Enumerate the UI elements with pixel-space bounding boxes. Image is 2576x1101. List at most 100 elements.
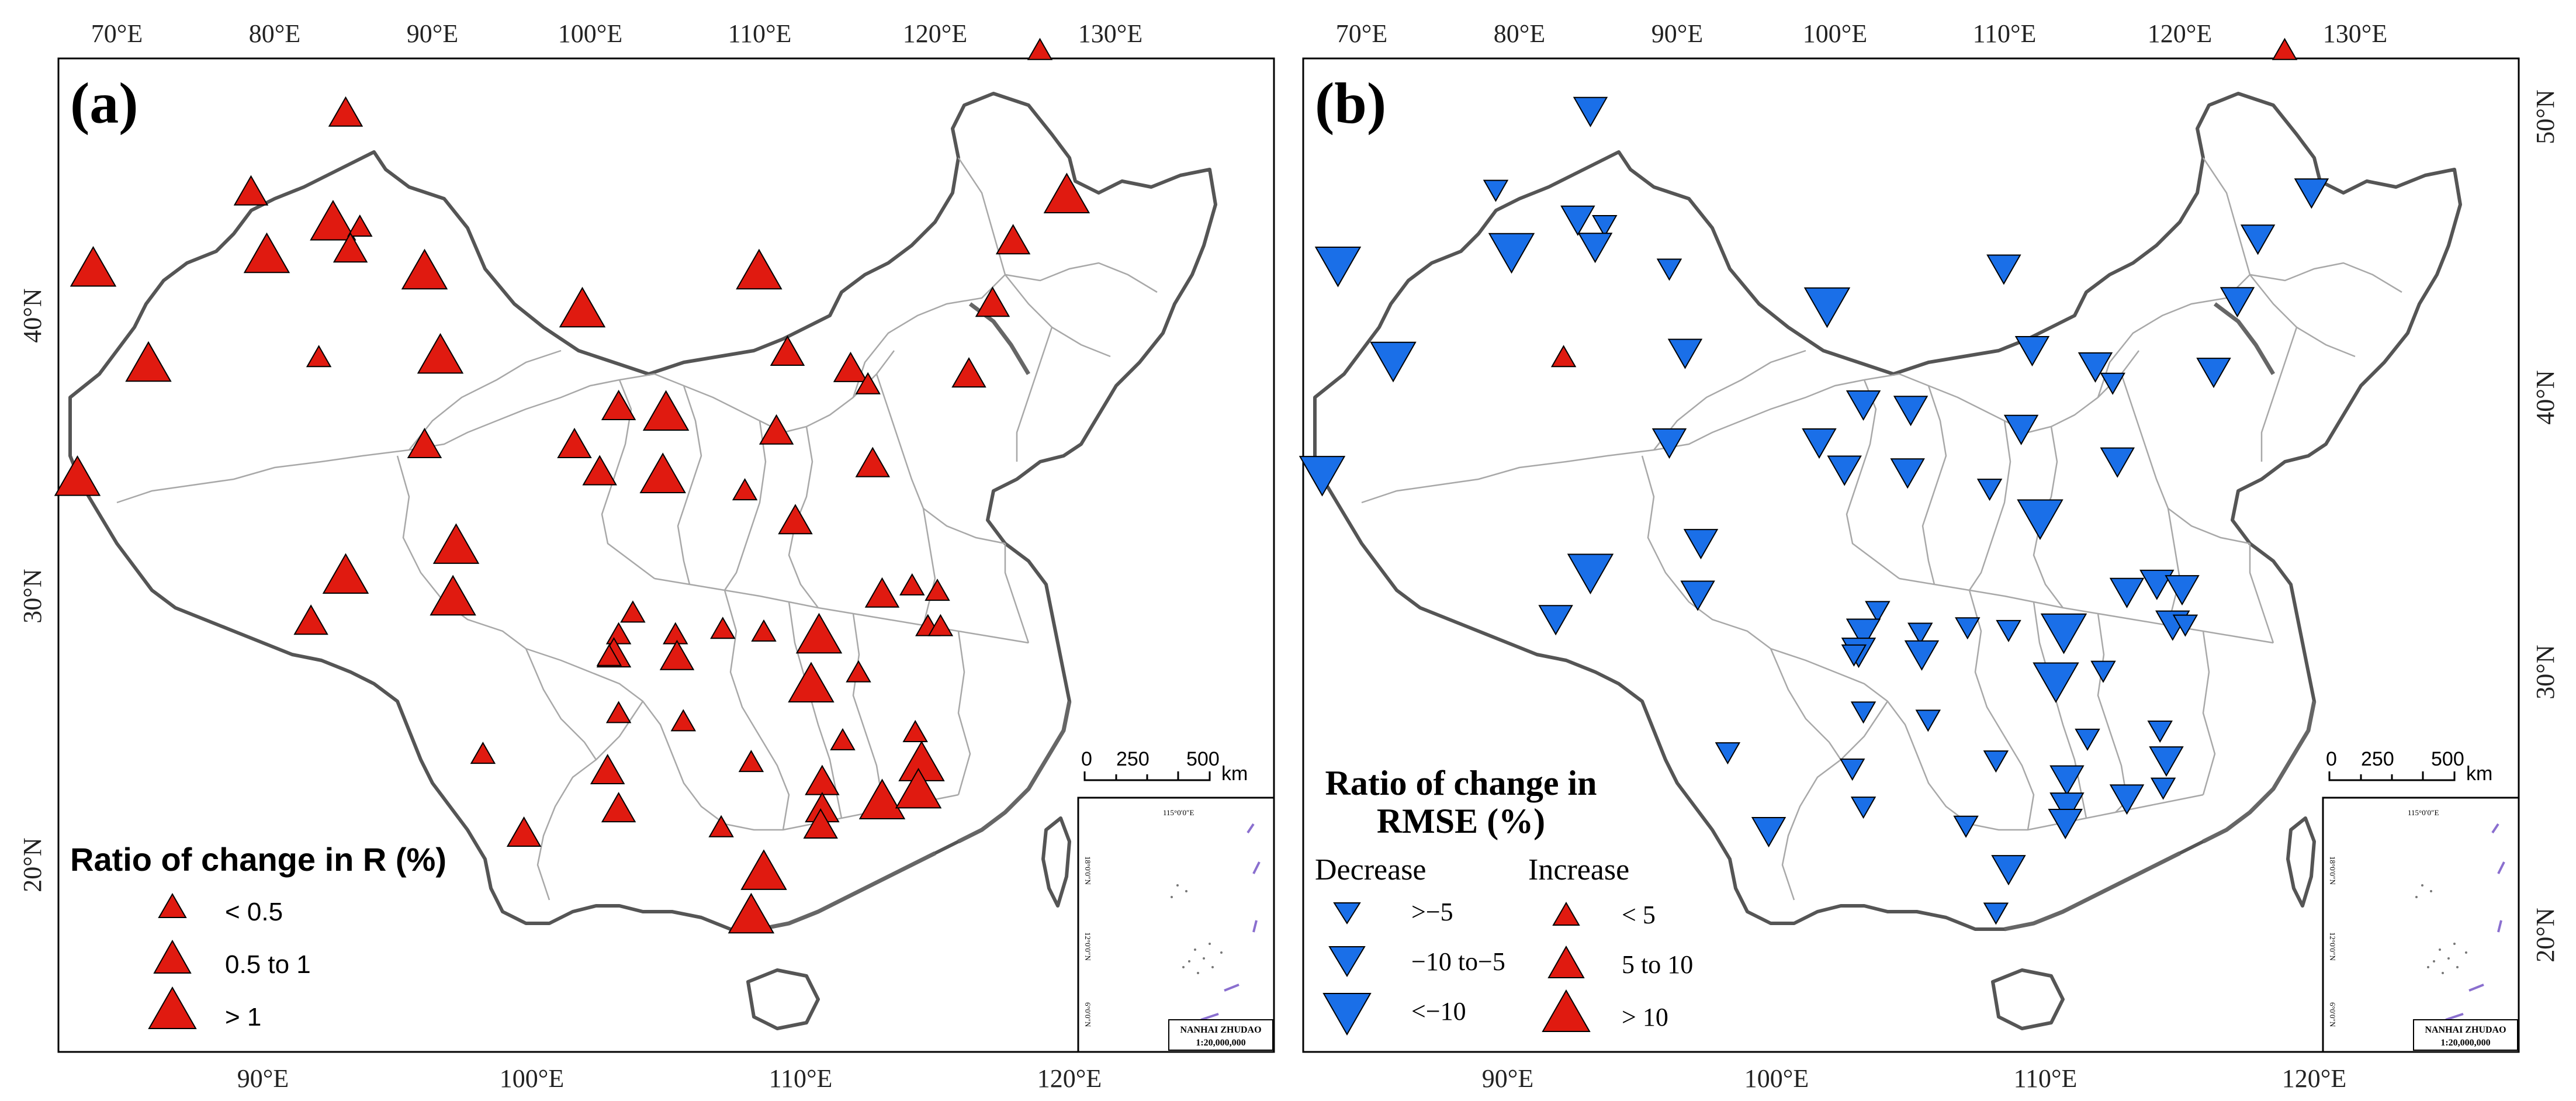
panel-a-frame [57,57,1275,1053]
lon-top-a-4: 110°E [728,19,792,48]
lon-top-a-0: 70°E [91,19,143,48]
lon-top-b-4: 110°E [1973,19,2037,48]
panel-b-frame [1302,57,2520,1053]
a-station-marker-40 [596,643,622,666]
b-station-marker-46 [2109,577,2145,608]
a-station-marker-68 [728,892,775,934]
b-station-marker-27 [2078,352,2113,383]
legend-b-dec-item-2: <−10 [1411,997,1466,1026]
legend-a-item-large: > 1 [225,1003,261,1031]
lon-bottom-b-3: 120°E [2282,1064,2346,1093]
a-station-marker-3 [995,224,1031,255]
legend-b-dec-item-0: >−5 [1411,898,1453,926]
a-station-marker-47 [899,573,925,595]
legend-b-dec-item-1: −10 to−5 [1411,947,1505,976]
a-station-marker-32 [778,504,813,535]
b-station-marker-2 [2294,178,2329,209]
lon-top-b-0: 70°E [1336,19,1387,48]
b-station-marker-38 [1846,618,1881,649]
a-station-marker-58 [590,754,625,785]
a-station-marker-63 [601,792,636,823]
b-station-marker-55 [2075,728,2100,751]
lon-top-a-3: 100°E [558,19,622,48]
a-station-marker-53 [605,701,632,723]
a-station-marker-11 [243,232,290,273]
b-station-marker-21 [1802,428,1837,459]
b-station-marker-23 [1890,458,1925,489]
a-station-marker-26 [770,335,805,366]
lon-bottom-b-1: 100°E [1744,1064,1809,1093]
b-station-marker-35 [1680,580,1715,611]
a-station-marker-27 [833,351,868,382]
b-station-marker-30 [2100,447,2135,478]
a-station-marker-18 [559,286,606,328]
b-station-marker-9 [1592,215,1618,238]
lat-left-a-2: 20°N [18,837,47,892]
a-station-marker-56 [902,719,928,742]
a-station-marker-48 [925,579,950,601]
lon-top-b-6: 130°E [2323,19,2387,48]
inset-a-lon: 115°0′0″E [1163,808,1194,817]
a-station-marker-70 [895,767,942,809]
a-station-marker-15 [306,345,332,368]
b-station-marker-68 [1983,902,2009,925]
b-station-marker-56 [2147,720,2173,743]
inset-a-lat-0: 18°0′0″N [1083,856,1092,885]
b-station-marker-15 [1550,345,1577,368]
b-station-marker-45 [2040,613,2087,655]
scale-a-unit: km [1221,763,1248,785]
b-station-marker-6 [1573,96,1608,127]
legend-a-symbol-medium [153,939,192,974]
b-station-marker-57 [1715,742,1741,765]
inset-b-lon: 115°0′0″E [2408,808,2439,817]
inset-b-lat-2: 6°0′0″N [2328,1002,2337,1027]
lon-top-b-5: 120°E [2148,19,2212,48]
scale-bar-b: 0 250 500 km [2326,748,2492,785]
axis-labels-a: 70°E 80°E 90°E 100°E 110°E 120°E 130°E 9… [18,19,1142,1093]
b-station-marker-13 [1314,247,1362,288]
a-station-marker-57 [470,742,496,764]
inset-b-scale: 1:20,000,000 [2440,1038,2490,1048]
a-station-marker-14 [125,341,172,382]
b-station-marker-18 [1803,287,1851,328]
a-station-marker-21 [557,428,592,459]
a-station-marker-52 [846,660,871,683]
a-station-marker-22 [582,455,617,486]
legend-b-inc-item-2: > 10 [1622,1003,1668,1031]
scale-b-500: 500 [2431,748,2464,770]
inset-a-lat-2: 6°0′0″N [1083,1002,1092,1027]
a-station-marker-54 [670,709,697,732]
a-station-marker-1 [1027,37,1053,60]
b-station-marker-17 [1986,254,2021,285]
a-station-marker-19 [601,389,636,420]
lon-top-a-1: 80°E [249,19,300,48]
lon-bottom-a-3: 120°E [1037,1064,1102,1093]
b-station-marker-62 [2109,784,2145,815]
scale-bar-a: 0 250 500 km [1081,748,1248,785]
scale-b-250: 250 [2361,748,2394,770]
scale-a-250: 250 [1116,748,1149,770]
a-station-marker-35 [430,574,476,616]
b-station-marker-44 [1996,619,2021,642]
b-station-marker-20 [1893,396,1928,427]
legend-b-decrease-heading: Decrease [1315,853,1427,887]
a-station-marker-25 [54,455,101,496]
lat-right-b-1: 40°N [2531,370,2560,424]
legend-b-dec-small [1333,902,1361,925]
scale-b-unit: km [2466,763,2492,785]
a-station-marker-38 [605,622,632,645]
a-station-marker-50 [927,614,954,636]
china-map-b [1315,94,2460,1029]
legend-b-inc-item-1: 5 to 10 [1622,950,1693,979]
scale-a-0: 0 [1081,748,1092,770]
china-map-a [70,94,1216,1029]
a-station-marker-24 [407,428,442,459]
b-station-marker-43 [1955,617,1981,640]
b-station-marker-51 [2033,662,2079,704]
a-station-marker-30 [855,446,891,477]
b-station-marker-31 [1976,479,2003,501]
b-station-marker-41 [1907,622,1933,645]
a-station-marker-7 [233,175,269,206]
b-station-marker-42 [1904,640,1940,671]
